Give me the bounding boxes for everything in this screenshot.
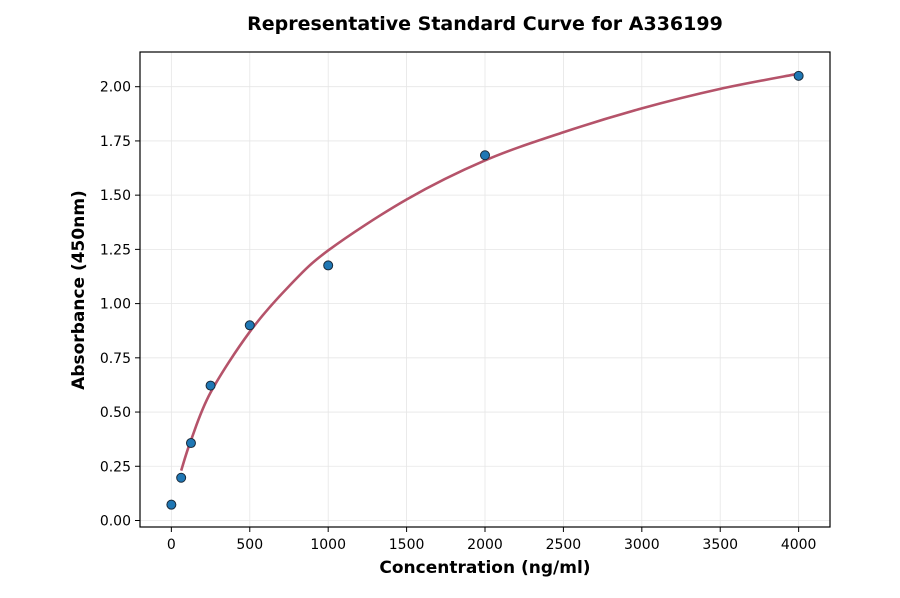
x-axis-ticks: 0 500 1000 1500 2000 2500 3000 3500 4000 [167, 527, 817, 553]
data-point [205, 380, 216, 391]
data-point [323, 260, 334, 271]
x-tick-label: 1000 [310, 537, 346, 553]
y-tick-label: 1.50 [100, 188, 131, 204]
x-tick-label: 0 [167, 537, 176, 553]
x-tick-label: 2000 [467, 537, 503, 553]
grid [140, 52, 830, 527]
y-tick-label: 0.00 [100, 513, 131, 529]
x-tick-label: 3000 [624, 537, 660, 553]
data-point [176, 472, 187, 483]
y-tick-label: 1.25 [100, 242, 131, 258]
y-tick-label: 1.00 [100, 297, 131, 313]
data-point [185, 438, 196, 449]
x-tick-label: 3500 [702, 537, 738, 553]
fit-curve-group [179, 72, 799, 472]
y-tick-label: 0.25 [100, 459, 131, 475]
y-tick-label: 0.50 [100, 405, 131, 421]
data-point [244, 320, 255, 331]
y-tick-label: 2.00 [100, 80, 131, 96]
y-axis-ticks: 0.00 0.25 0.50 0.75 1.00 1.25 1.50 1.75 2.00 [100, 80, 140, 529]
data-point [480, 150, 490, 161]
fit-curve [179, 72, 799, 472]
x-tick-label: 1500 [389, 537, 425, 553]
chart-title: Representative Standard Curve for A33619… [247, 13, 723, 35]
x-tick-label: 2500 [546, 537, 582, 553]
x-axis-label: Concentration (ng/ml) [379, 558, 590, 578]
data-point [793, 70, 804, 81]
x-tick-label: 500 [236, 537, 263, 553]
y-tick-label: 0.75 [100, 351, 131, 367]
y-axis-label: Absorbance (450nm) [69, 190, 89, 390]
x-tick-label: 4000 [781, 537, 817, 553]
data-point [166, 499, 177, 510]
data-points [166, 70, 804, 510]
y-tick-label: 1.75 [100, 134, 131, 150]
